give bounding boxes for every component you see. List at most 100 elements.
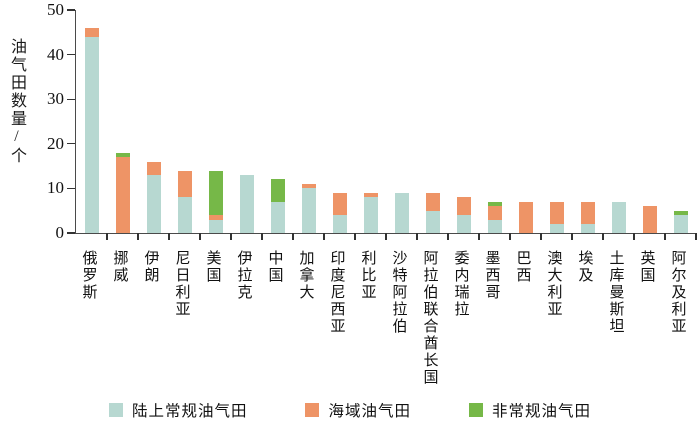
- bar: [115, 152, 130, 233]
- bar-segment-offshore: [363, 192, 378, 198]
- x-category-label: 墨西哥: [483, 250, 500, 301]
- bar: [208, 170, 223, 233]
- bar: [394, 192, 409, 233]
- bar: [518, 201, 533, 233]
- bar-segment-offshore: [301, 183, 316, 189]
- bar-segment-onshore: [394, 192, 409, 233]
- x-category-label: 阿尔及利亚: [669, 250, 686, 335]
- bar-segment-offshore: [146, 161, 161, 176]
- x-axis-tick: [292, 233, 294, 240]
- x-category-label: 印度尼西亚: [328, 250, 345, 335]
- legend-item: 海域油气田: [305, 399, 411, 421]
- legend-swatch: [469, 403, 483, 417]
- bar: [611, 201, 626, 233]
- bar-segment-onshore: [301, 188, 316, 233]
- bar-segment-onshore: [239, 175, 254, 233]
- bar-segment-offshore: [115, 157, 130, 233]
- x-axis-tick: [168, 233, 170, 240]
- bar-segment-onshore: [673, 215, 688, 233]
- legend-label: 陆上常规油气田: [131, 403, 248, 420]
- y-axis-tick: [66, 9, 75, 11]
- x-axis-tick: [323, 233, 325, 240]
- bar-segment-unconventional: [115, 152, 130, 158]
- x-category-label: 伊朗: [142, 250, 159, 284]
- x-axis-tick: [106, 233, 108, 240]
- legend-item: 陆上常规油气田: [108, 399, 248, 421]
- bar-segment-onshore: [487, 219, 502, 233]
- legend-item: 非常规油气田: [469, 399, 591, 421]
- x-category-label: 加拿大: [297, 250, 314, 301]
- x-axis-tick: [137, 233, 139, 240]
- bar: [239, 175, 254, 233]
- y-axis-tick-label: 50: [47, 0, 64, 19]
- x-category-label: 委内瑞拉: [452, 250, 469, 318]
- x-axis-tick: [695, 233, 697, 240]
- x-category-label: 美国: [204, 250, 221, 284]
- bar-segment-onshore: [84, 36, 99, 233]
- y-axis-tick-label: 30: [47, 89, 64, 109]
- x-axis-tick: [478, 233, 480, 240]
- x-axis-tick: [602, 233, 604, 240]
- x-axis-tick: [571, 233, 573, 240]
- bar-segment-onshore: [208, 219, 223, 233]
- bar: [301, 183, 316, 233]
- x-category-label: 澳大利亚: [545, 250, 562, 318]
- bar-segment-onshore: [425, 210, 440, 233]
- x-category-label: 沙特阿拉伯: [390, 250, 407, 335]
- bar-segment-offshore: [487, 206, 502, 220]
- x-axis-tick: [199, 233, 201, 240]
- bar: [332, 192, 347, 233]
- bar-segment-unconventional: [270, 179, 285, 202]
- y-axis-tick: [66, 232, 75, 234]
- x-axis-tick: [354, 233, 356, 240]
- bar-segment-offshore: [642, 206, 657, 233]
- bar-segment-offshore: [208, 215, 223, 220]
- bar-segment-offshore: [177, 170, 192, 198]
- legend-swatch: [108, 403, 123, 417]
- bar-segment-offshore: [425, 192, 440, 211]
- y-axis-tick: [66, 187, 75, 190]
- bar: [456, 197, 471, 233]
- x-axis-tick: [633, 233, 635, 240]
- bar: [487, 201, 502, 233]
- x-category-label: 英国: [638, 250, 655, 284]
- bar: [177, 170, 192, 233]
- bar-segment-offshore: [580, 201, 595, 225]
- y-axis-tick-label: 10: [47, 178, 64, 198]
- bar: [270, 179, 285, 233]
- x-category-label: 阿拉伯联合酋长国: [421, 250, 438, 386]
- bar-segment-offshore: [518, 201, 533, 233]
- x-axis-tick: [540, 233, 542, 240]
- x-axis-tick: [447, 233, 449, 240]
- bar-segment-onshore: [549, 224, 564, 233]
- bar-segment-onshore: [611, 201, 626, 233]
- bar-segment-unconventional: [673, 210, 688, 216]
- x-axis-tick: [385, 233, 387, 240]
- x-category-label: 中国: [266, 250, 283, 284]
- x-category-label: 巴西: [514, 250, 531, 284]
- bar: [580, 201, 595, 233]
- legend: 陆上常规油气田 海域油气田 非常规油气田: [0, 399, 700, 421]
- bar: [363, 192, 378, 233]
- bar: [146, 161, 161, 233]
- bar-segment-onshore: [146, 175, 161, 233]
- x-category-label: 挪威: [111, 250, 128, 284]
- x-category-label: 俄罗斯: [80, 250, 97, 301]
- bar-segment-onshore: [177, 197, 192, 233]
- x-category-label: 埃及: [576, 250, 593, 284]
- bar-segment-onshore: [363, 197, 378, 233]
- y-axis-tick: [66, 53, 75, 56]
- bar-segment-onshore: [270, 201, 285, 233]
- bar: [549, 201, 564, 233]
- x-category-label: 尼日利亚: [173, 250, 190, 318]
- y-axis-tick-label: 40: [47, 44, 64, 64]
- bar: [425, 192, 440, 233]
- y-axis-label: 油气田数量/个: [8, 38, 25, 165]
- bar-segment-offshore: [456, 197, 471, 216]
- bar-segment-unconventional: [208, 170, 223, 216]
- y-axis-tick: [66, 143, 75, 145]
- y-axis-tick: [66, 98, 75, 100]
- bar: [642, 206, 657, 233]
- legend-label: 海域油气田: [328, 403, 411, 420]
